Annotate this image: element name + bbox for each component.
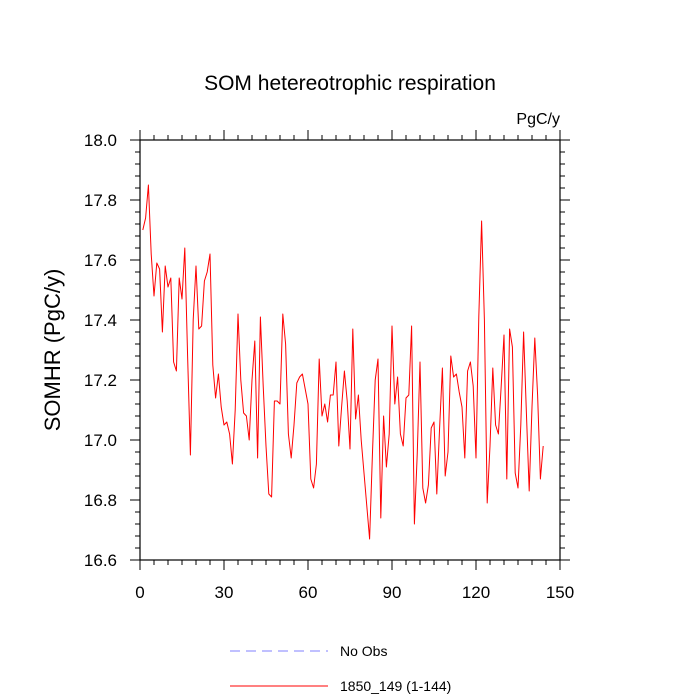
legend: No Obs 1850_149 (1-144)	[230, 643, 451, 694]
y-axis-label: SOMHR (PgC/y)	[40, 269, 65, 432]
y-tick-label: 18.0	[84, 131, 117, 150]
y-tick-labels: 16.6 16.8 17.0 17.2 17.4 17.6 17.8 18.0	[84, 131, 117, 570]
y-tick-label: 17.4	[84, 311, 117, 330]
plot-area	[142, 184, 544, 540]
x-tick-label: 90	[383, 583, 402, 602]
legend-label-no-obs: No Obs	[340, 643, 387, 659]
y-tick-label: 16.6	[84, 551, 117, 570]
y-tick-label: 17.8	[84, 191, 117, 210]
x-tick-label: 30	[215, 583, 234, 602]
y-tick-label: 17.6	[84, 251, 117, 270]
y-tick-label: 16.8	[84, 491, 117, 510]
x-tick-label: 60	[299, 583, 318, 602]
legend-label-series: 1850_149 (1-144)	[340, 678, 451, 694]
axis-ticks	[130, 130, 570, 570]
y-tick-label: 17.2	[84, 371, 117, 390]
x-tick-label: 0	[135, 583, 144, 602]
chart-title: SOM hetereotrophic respiration	[204, 72, 496, 95]
series-line	[142, 184, 544, 540]
x-tick-label: 150	[546, 583, 574, 602]
units-label: PgC/y	[516, 111, 560, 128]
plot-frame	[139, 139, 561, 561]
x-tick-label: 120	[462, 583, 490, 602]
y-tick-label: 17.0	[84, 431, 117, 450]
x-tick-labels: 0 30 60 90 120 150	[135, 583, 574, 602]
